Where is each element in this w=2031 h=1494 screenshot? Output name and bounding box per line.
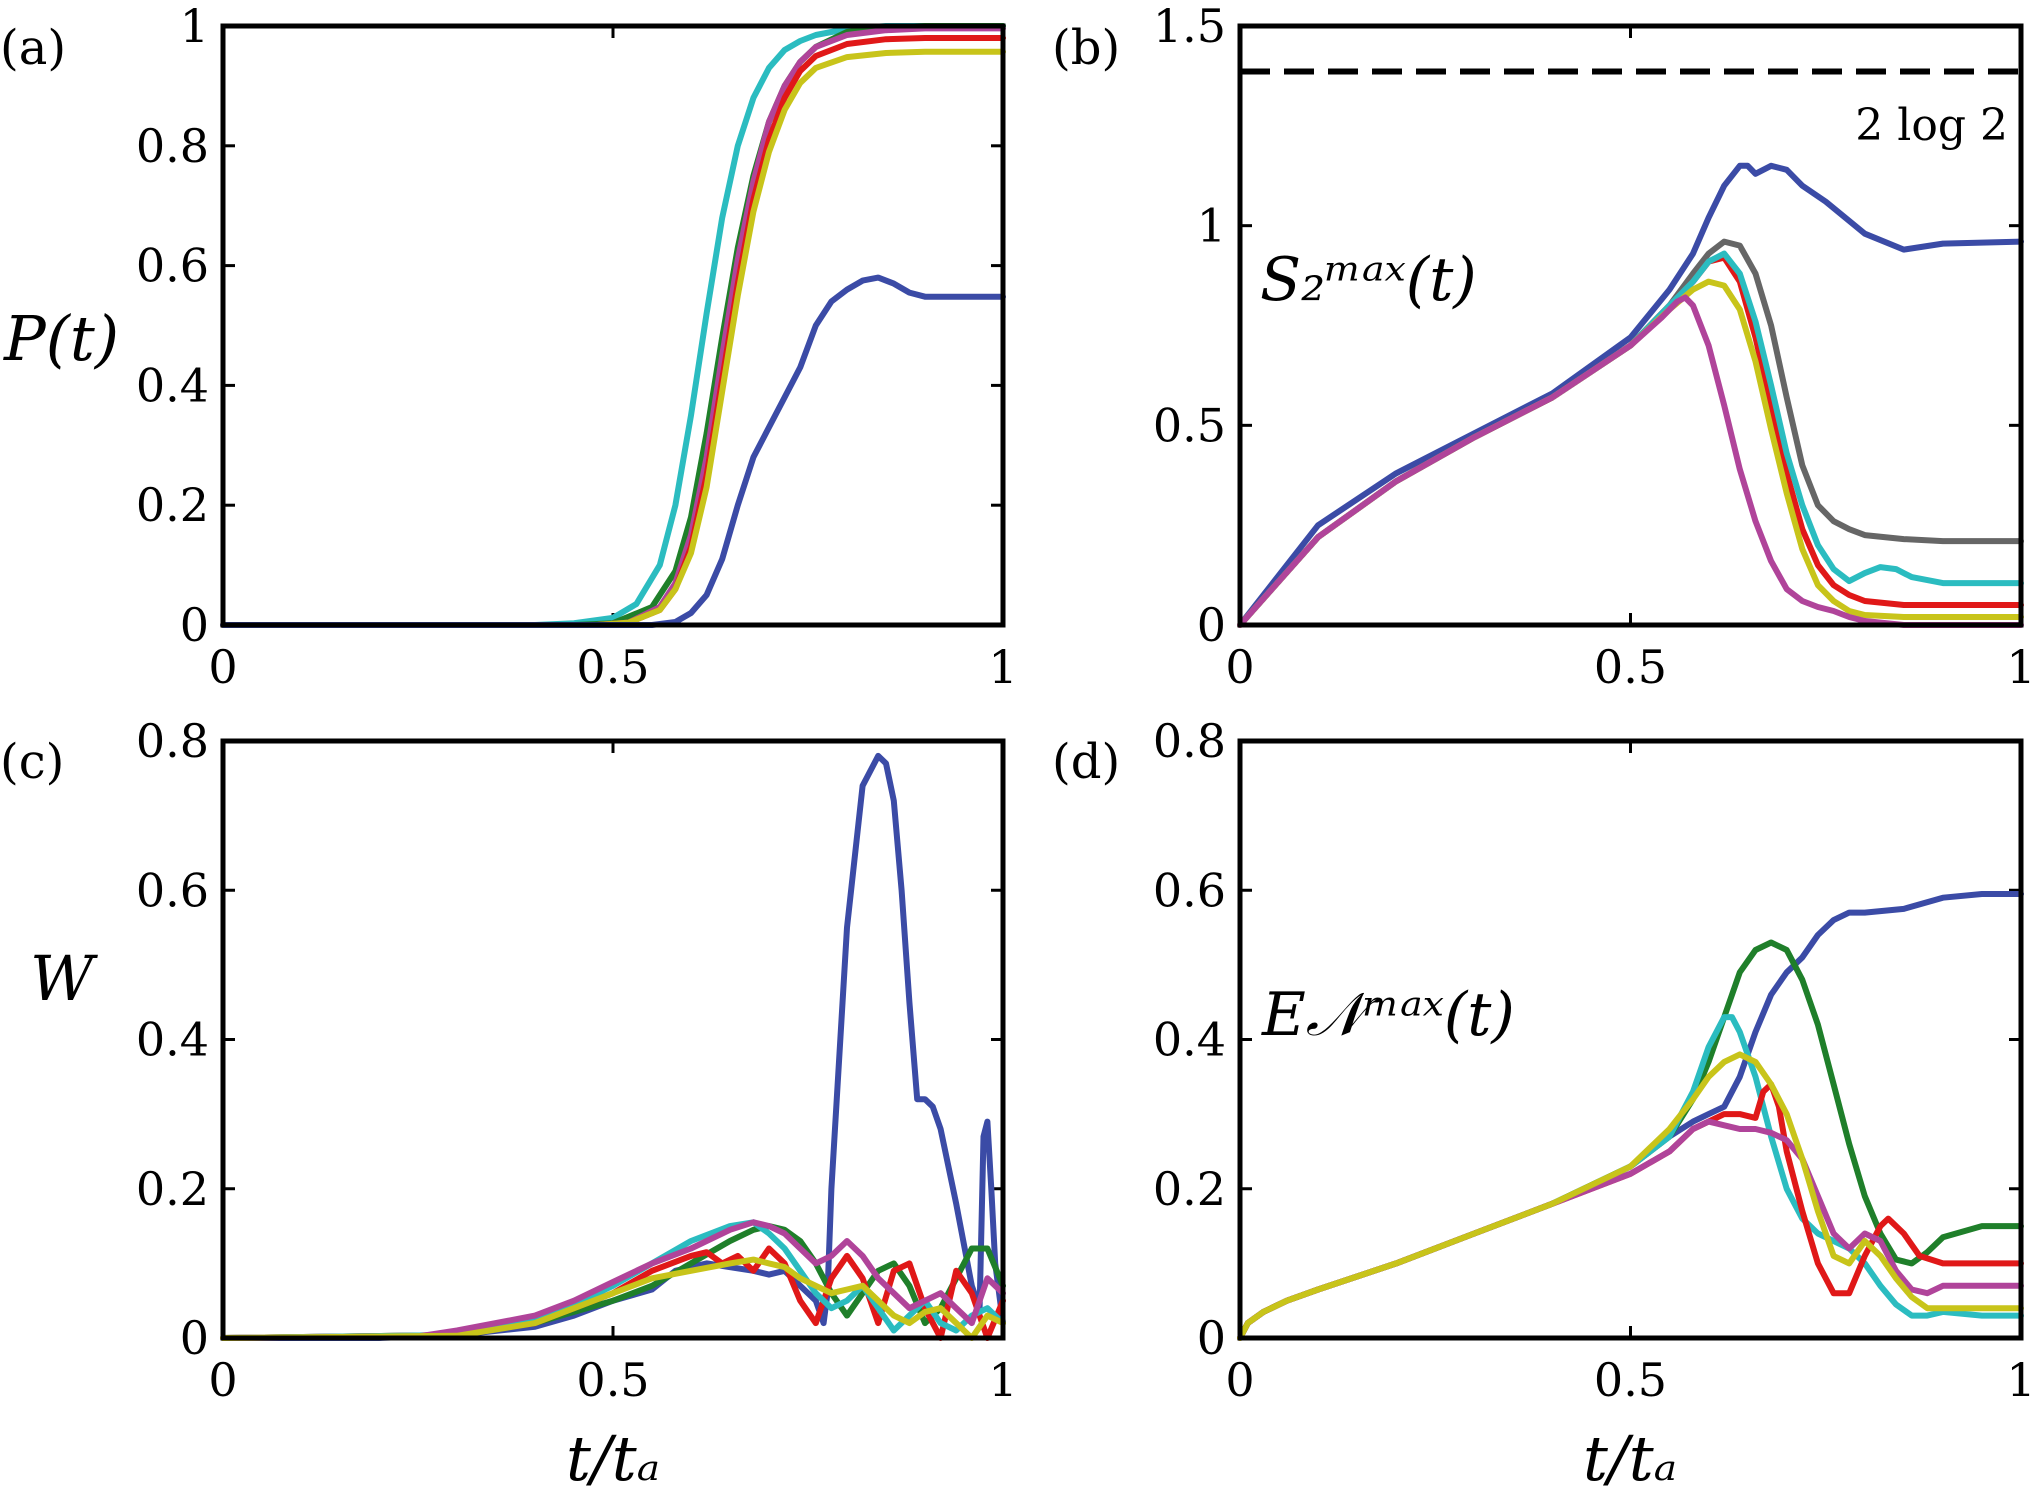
y-tick-label-d-3: 0.6 [1153, 863, 1226, 917]
y-tick-label-b-1: 0.5 [1153, 398, 1226, 452]
reference-label-2log2: 2 log 2 [1855, 100, 2008, 151]
y-tick-label-b-0: 0 [1197, 598, 1226, 652]
series-line-a-yellow [220, 48, 1006, 628]
x-tick-label-c-2: 1 [988, 1353, 1017, 1407]
ticks-a: 0 0.5 1 0 0.2 0.4 0.6 0.8 1 [136, 0, 1018, 694]
x-tick-label-d-2: 1 [2006, 1353, 2031, 1407]
y-tick-label-b-2: 1 [1197, 199, 1226, 253]
y-tick-label-a-3: 0.6 [136, 239, 209, 293]
panel-label-c: (c) [0, 734, 64, 790]
series-line-a-red [220, 35, 1006, 628]
x-tick-label-b-0: 0 [1225, 640, 1254, 694]
y-tick-label-a-2: 0.4 [136, 358, 209, 412]
panel-label-d: (d) [1052, 734, 1120, 790]
ticks-b: 0 0.5 1 0 0.5 1 1.5 [1153, 0, 2031, 694]
x-tick-label-a-2: 1 [988, 640, 1017, 694]
panel-label-b: (b) [1052, 20, 1120, 76]
series-line-d-yellow [1237, 1051, 2024, 1341]
x-tick-label-b-2: 1 [2006, 640, 2031, 694]
series-line-c-yellow [220, 1256, 1006, 1341]
series-line-a-cyan [220, 23, 1006, 628]
series-group-b [1237, 162, 2024, 628]
y-tick-label-d-4: 0.8 [1153, 714, 1226, 768]
series-line-a-blue [220, 274, 1006, 628]
y-tick-label-a-1: 0.2 [136, 478, 209, 532]
x-tick-label-d-0: 0 [1225, 1353, 1254, 1407]
y-axis-label-a: P(t) [3, 302, 119, 375]
x-tick-label-d-1: 0.5 [1594, 1353, 1667, 1407]
y-tick-label-a-5: 1 [180, 0, 209, 53]
ticks-d: 0 0.5 1 0 0.2 0.4 0.6 0.8 [1153, 714, 2031, 1407]
series-group-c [220, 752, 1006, 1341]
y-tick-label-c-2: 0.4 [136, 1013, 209, 1067]
series-line-a-green [220, 23, 1006, 628]
y-tick-label-a-4: 0.8 [136, 119, 209, 173]
x-tick-label-b-1: 0.5 [1594, 640, 1667, 694]
ticks-c: 0 0.5 1 0 0.2 0.4 0.6 0.8 [136, 714, 1018, 1407]
x-tick-label-a-0: 0 [208, 640, 237, 694]
plot-frame-d [1237, 738, 2024, 1341]
y-tick-label-c-1: 0.2 [136, 1162, 209, 1216]
series-group-a [220, 23, 1006, 628]
y-tick-label-c-0: 0 [180, 1311, 209, 1365]
y-tick-label-b-3: 1.5 [1153, 0, 1226, 53]
series-line-d-red [1237, 1081, 2024, 1341]
y-axis-label-c: W [30, 942, 98, 1015]
series-line-c-blue [220, 752, 1006, 1341]
y-tick-label-a-0: 0 [180, 598, 209, 652]
y-tick-label-d-1: 0.2 [1153, 1162, 1226, 1216]
plot-frame-c [220, 738, 1006, 1341]
plot-frame-a [220, 23, 1006, 628]
panel-b: (b) 0 0.5 1 0 0.5 1 1.5 2 log 2 S₂ᵐᵃˣ(t) [1052, 0, 2031, 694]
plot-frame-b [1237, 23, 2024, 628]
series-line-d-blue [1237, 891, 2024, 1341]
series-line-a-magenta [220, 25, 1006, 628]
series-line-c-cyan [220, 1219, 1006, 1341]
x-tick-label-c-0: 0 [208, 1353, 237, 1407]
series-line-c-magenta [220, 1219, 1006, 1341]
curve-label-en-max: E𝒩ᵐᵃˣ(t) [1261, 980, 1515, 1050]
x-tick-label-c-1: 0.5 [576, 1353, 649, 1407]
x-axis-label-d: t/tₐ [1583, 1422, 1677, 1494]
y-tick-label-d-2: 0.4 [1153, 1013, 1226, 1067]
x-tick-label-a-1: 0.5 [576, 640, 649, 694]
series-line-b-magenta [1237, 294, 2024, 628]
y-tick-label-c-3: 0.6 [136, 863, 209, 917]
x-axis-label-c: t/tₐ [566, 1422, 660, 1494]
panel-c: (c) W t/tₐ 0 0.5 1 0 0.2 0.4 0.6 0.8 [0, 714, 1018, 1494]
series-group-d [1237, 891, 2024, 1341]
panel-a: (a) P(t) 0 0.5 1 0 0.2 0.4 0.6 0.8 1 [0, 0, 1018, 694]
panel-label-a: (a) [0, 20, 66, 76]
y-tick-label-d-0: 0 [1197, 1311, 1226, 1365]
y-tick-label-c-4: 0.8 [136, 714, 209, 768]
series-line-b-blue [1237, 162, 2024, 628]
panel-d: (d) t/tₐ 0 0.5 1 0 0.2 0.4 0.6 0.8 E𝒩ᵐᵃˣ(t) [1052, 714, 2031, 1494]
curve-label-s2max: S₂ᵐᵃˣ(t) [1260, 245, 1477, 315]
